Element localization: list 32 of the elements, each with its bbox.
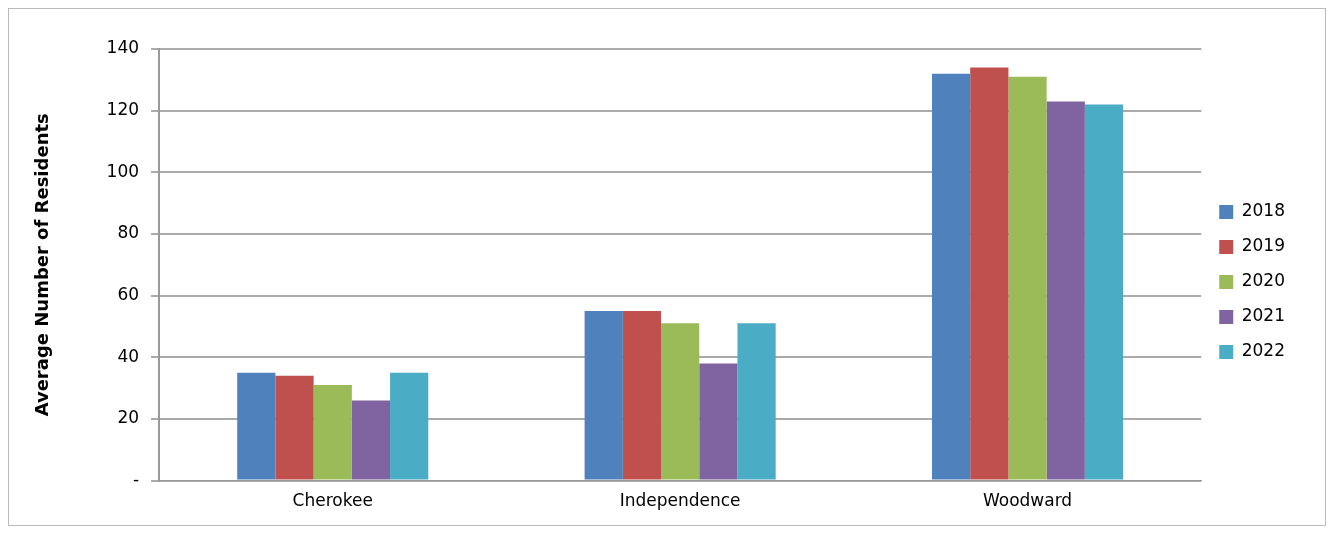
- x-tick-label: Woodward: [982, 490, 1073, 511]
- bar: [737, 323, 776, 480]
- bar: [699, 363, 738, 480]
- bar: [1084, 104, 1124, 480]
- bar: [275, 375, 314, 480]
- legend-label: 2022: [1241, 340, 1285, 361]
- bar: [237, 372, 276, 480]
- bar: [351, 400, 391, 480]
- y-tick-label: 100: [106, 160, 140, 181]
- legend-label: 2020: [1241, 270, 1285, 291]
- y-tick-label: 60: [117, 284, 140, 305]
- y-tick-label: -: [132, 469, 140, 490]
- bar: [1008, 76, 1047, 480]
- bar: [390, 372, 429, 480]
- x-tick-label: Cherokee: [292, 490, 373, 511]
- legend-label: 2019: [1241, 235, 1285, 256]
- bar: [1046, 101, 1085, 480]
- bar: [313, 385, 352, 480]
- bar: [622, 311, 662, 480]
- legend-label: 2018: [1241, 200, 1285, 221]
- legend-label: 2021: [1241, 305, 1285, 326]
- y-axis-title: Average Number of Residents: [31, 113, 53, 417]
- y-tick-label: 80: [117, 222, 140, 243]
- x-tick-label: Independence: [619, 490, 741, 511]
- y-tick-label: 140: [106, 37, 140, 58]
- bar: [970, 67, 1009, 480]
- y-tick-label: 40: [117, 345, 140, 366]
- y-tick-label: 20: [117, 407, 140, 428]
- bar: [661, 323, 700, 480]
- bar: [932, 73, 971, 480]
- y-tick-label: 120: [106, 99, 140, 120]
- bar: [584, 311, 623, 480]
